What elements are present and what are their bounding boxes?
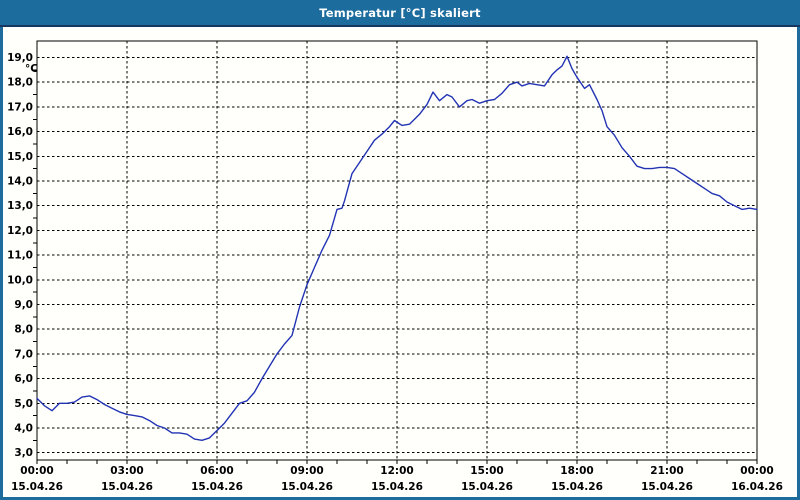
y-axis-tick-label: 9,0	[14, 299, 33, 311]
temperature-plot: 19,0 18,0 17,0 16,0 15,0 14,0 13,0 12,0 11,0 10,0…	[7, 40, 783, 493]
x-axis-time-label: 09:00	[290, 465, 323, 477]
y-axis-tick-label: 12,0	[7, 225, 33, 237]
y-axis-tick-label: 3,0	[14, 447, 33, 459]
y-axis-tick-label: 10,0	[7, 274, 33, 286]
y-axis-tick-label: 8,0	[14, 324, 33, 336]
y-axis-tick-label: 7,0	[14, 348, 33, 360]
x-axis-date-label: 15.04.26	[101, 481, 153, 493]
y-axis-tick-label: 6,0	[14, 373, 33, 385]
x-axis-time-label: 00:00	[740, 465, 773, 477]
x-axis-date-label: 15.04.26	[281, 481, 333, 493]
x-axis-date-label: 15.04.26	[11, 481, 63, 493]
plot-frame	[36, 40, 758, 461]
x-axis-date-label: 15.04.26	[191, 481, 243, 493]
y-axis-tick-label: 15,0	[7, 151, 33, 163]
x-axis-date-label: 15.04.26	[461, 481, 513, 493]
x-axis-date-label: 15.04.26	[371, 481, 423, 493]
titlebar-divider	[0, 25, 800, 27]
y-axis-tick-label: 4,0	[14, 423, 33, 435]
window-titlebar: Temperatur [°C] skaliert	[0, 0, 800, 25]
chart-area: °C 19,0 18,0 17,0 16,0 15,0 14,0 13,0 12,0 11,0 1…	[3, 27, 797, 497]
y-axis-tick-label: 18,0	[7, 77, 33, 89]
y-axis-unit-label: °C	[25, 63, 38, 75]
window-title: Temperatur [°C] skaliert	[319, 5, 481, 20]
x-axis-date-label: 16.04.26	[731, 481, 783, 493]
x-axis-time-label: 12:00	[380, 465, 413, 477]
x-axis-time-label: 06:00	[200, 465, 233, 477]
y-axis-tick-label: 17,0	[7, 101, 33, 113]
x-axis-time-label: 15:00	[470, 465, 503, 477]
y-axis-tick-label: 11,0	[7, 250, 33, 262]
x-axis-time-label: 00:00	[20, 465, 53, 477]
y-axis-tick-label: 14,0	[7, 176, 33, 188]
x-axis-time-label: 18:00	[560, 465, 593, 477]
x-axis-date-label: 15.04.26	[551, 481, 603, 493]
x-axis-date-label: 15.04.26	[641, 481, 693, 493]
y-axis-tick-label: 19,0	[7, 52, 33, 64]
temperature-line-series	[36, 55, 758, 441]
x-axis-time-label: 03:00	[110, 465, 143, 477]
y-axis-tick-label: 5,0	[14, 398, 33, 410]
y-axis-tick-label: 13,0	[7, 200, 33, 212]
x-axis-time-label: 21:00	[650, 465, 683, 477]
y-axis-tick-label: 16,0	[7, 126, 33, 138]
